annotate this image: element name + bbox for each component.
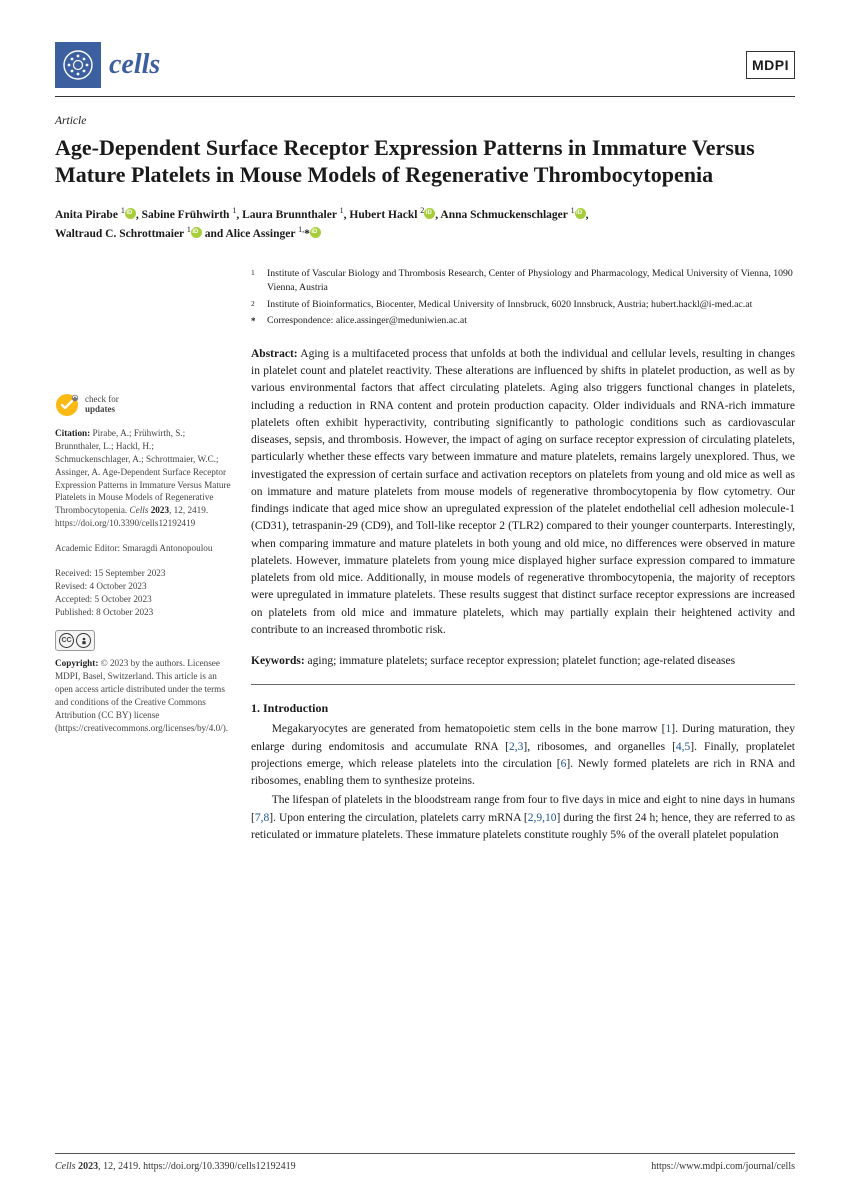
- orcid-icon[interactable]: [125, 208, 136, 219]
- authors-line: Anita Pirabe 1, Sabine Frühwirth 1, Laur…: [55, 205, 795, 243]
- orcid-icon[interactable]: [424, 208, 435, 219]
- orcid-icon[interactable]: [575, 208, 586, 219]
- check-for-updates[interactable]: check for updates: [55, 393, 231, 417]
- editor-block: Academic Editor: Smaragdi Antonopoulou: [55, 542, 231, 555]
- intro-paragraph-1: Megakaryocytes are generated from hemato…: [251, 721, 795, 790]
- journal-logo: cells: [55, 42, 160, 88]
- section-separator: [251, 684, 795, 685]
- author-1: Anita Pirabe: [55, 209, 121, 221]
- by-icon: [76, 633, 91, 648]
- article-title: Age-Dependent Surface Receptor Expressio…: [55, 134, 795, 189]
- author-5: , Anna Schmuckenschlager: [435, 209, 570, 221]
- author-2: , Sabine Frühwirth: [136, 209, 233, 221]
- author-3: , Laura Brunnthaler: [236, 209, 339, 221]
- citation-link[interactable]: 2,9,10: [528, 812, 557, 824]
- article-type: Article: [55, 113, 795, 130]
- citation-block: Citation: Pirabe, A.; Frühwirth, S.; Bru…: [55, 427, 231, 530]
- publisher-badge: MDPI: [746, 51, 795, 79]
- check-updates-icon: [55, 393, 79, 417]
- footer-left: Cells 2023, 12, 2419. https://doi.org/10…: [55, 1160, 296, 1175]
- citation-link[interactable]: 2,3: [509, 741, 523, 753]
- citation-link[interactable]: 4,5: [676, 741, 690, 753]
- keywords: Keywords: aging; immature platelets; sur…: [251, 653, 795, 670]
- author-4: , Hubert Hackl: [344, 209, 421, 221]
- footer-right[interactable]: https://www.mdpi.com/journal/cells: [651, 1160, 795, 1175]
- abstract: Abstract: Aging is a multifaceted proces…: [251, 346, 795, 639]
- dates-block: Received: 15 September 2023 Revised: 4 O…: [55, 567, 231, 619]
- license-block: CC Copyright: © 2023 by the authors. Lic…: [55, 630, 231, 734]
- cc-icon: CC: [59, 633, 74, 648]
- author-6: Waltraud C. Schrottmaier: [55, 228, 187, 240]
- cc-by-badge[interactable]: CC: [55, 630, 95, 651]
- journal-name: cells: [109, 45, 160, 86]
- page-container: cells MDPI Article Age-Dependent Surface…: [0, 0, 850, 1202]
- orcid-icon[interactable]: [310, 227, 321, 238]
- intro-paragraph-2: The lifespan of platelets in the bloodst…: [251, 792, 795, 844]
- page-footer: Cells 2023, 12, 2419. https://doi.org/10…: [55, 1153, 795, 1175]
- intro-heading: 1. Introduction: [251, 699, 795, 717]
- check-updates-label: check for updates: [85, 395, 119, 415]
- citation-link[interactable]: 7,8: [255, 812, 269, 824]
- journal-icon: [55, 42, 101, 88]
- sidebar: check for updates Citation: Pirabe, A.; …: [55, 267, 231, 846]
- main-column: 1Institute of Vascular Biology and Throm…: [251, 267, 795, 846]
- author-7: and Alice Assinger: [202, 228, 298, 240]
- two-column-layout: check for updates Citation: Pirabe, A.; …: [55, 267, 795, 846]
- header-bar: cells MDPI: [55, 42, 795, 97]
- orcid-icon[interactable]: [191, 227, 202, 238]
- affiliations: 1Institute of Vascular Biology and Throm…: [251, 267, 795, 328]
